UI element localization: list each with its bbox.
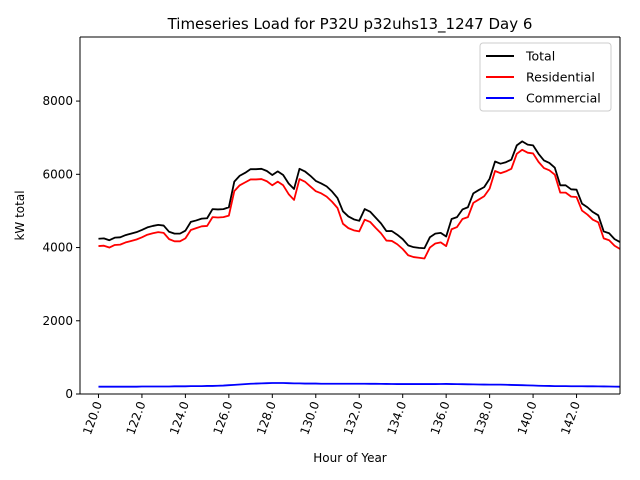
y-axis-label: kW total — [13, 190, 27, 240]
x-tick-label: 130.0 — [297, 400, 322, 437]
chart-title: Timeseries Load for P32U p32uhs13_1247 D… — [167, 15, 533, 34]
x-tick-label: 140.0 — [515, 400, 540, 437]
y-tick-label: 2000 — [42, 314, 73, 328]
x-axis-label: Hour of Year — [313, 451, 387, 465]
legend-frame — [479, 42, 612, 112]
y-tick-label: 8000 — [42, 94, 73, 108]
legend: Total Residential Commercial — [479, 42, 612, 112]
x-tick-label: 132.0 — [341, 400, 366, 437]
y-tick-label: 0 — [65, 387, 73, 401]
series-layer — [98, 140, 621, 388]
x-tick-label: 136.0 — [428, 400, 453, 437]
x-tick-label: 134.0 — [384, 400, 409, 437]
x-tick-label: 120.0 — [80, 400, 105, 437]
x-tick-label: 122.0 — [124, 400, 149, 437]
series-line-residential — [98, 148, 621, 260]
x-tick-label: 142.0 — [558, 400, 583, 437]
y-tick-label: 6000 — [42, 167, 73, 181]
x-tick-label: 126.0 — [211, 400, 236, 437]
series-line-commercial — [98, 382, 621, 388]
y-tick-label: 4000 — [42, 241, 73, 255]
legend-label-commercial: Commercial — [526, 91, 601, 106]
series-line-total — [98, 140, 621, 250]
x-tick-label: 138.0 — [471, 400, 496, 437]
x-tick-label: 124.0 — [167, 400, 192, 437]
legend-label-residential: Residential — [526, 70, 595, 85]
axes-layer — [79, 36, 621, 395]
x-tick-label: 128.0 — [254, 400, 279, 437]
legend-label-total: Total — [525, 49, 555, 64]
